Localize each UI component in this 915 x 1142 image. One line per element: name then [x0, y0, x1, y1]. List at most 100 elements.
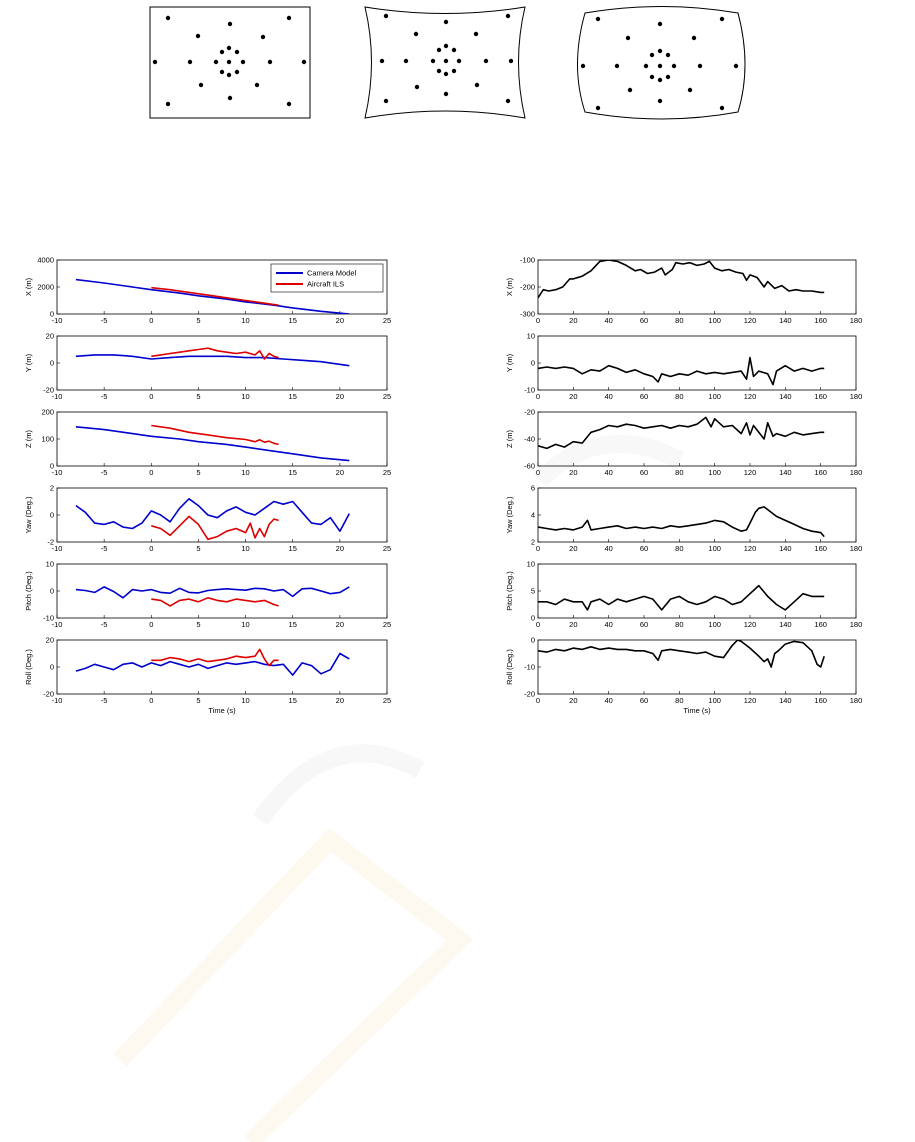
x-tick-label: 25: [383, 392, 391, 401]
x-tick-label: 15: [289, 316, 297, 325]
x-tick-label: 80: [675, 696, 683, 705]
y-tick-label: 5: [531, 587, 535, 596]
y-tick-label: 10: [46, 560, 54, 569]
y-axis-label: Pitch (Deg.): [505, 571, 514, 611]
x-tick-label: -5: [101, 696, 108, 705]
x-tick-label: 10: [241, 468, 249, 477]
series-line: [75, 354, 350, 367]
x-tick-label: -10: [52, 468, 63, 477]
x-tick-label: -5: [101, 392, 108, 401]
x-tick-label: 40: [604, 468, 612, 477]
x-tick-label: 60: [640, 392, 648, 401]
x-tick-label: 10: [241, 392, 249, 401]
x-tick-label: 120: [744, 468, 757, 477]
x-tick-label: 20: [569, 316, 577, 325]
series-line: [75, 497, 351, 533]
x-tick-label: -5: [101, 316, 108, 325]
x-tick-label: 120: [744, 316, 757, 325]
y-tick-label: 0: [50, 359, 54, 368]
chart-panel: 0 20 40 60 80 100 120 140 160 180 -60 -40 -20 Z (m): [505, 408, 862, 478]
series-line: [538, 260, 825, 299]
y-tick-label: 6: [531, 484, 535, 493]
x-tick-label: 60: [640, 696, 648, 705]
y-tick-label: -100: [520, 256, 535, 265]
x-tick-label: 40: [604, 316, 612, 325]
y-tick-label: 200: [41, 408, 54, 417]
series-line: [151, 286, 279, 306]
x-tick-label: 160: [814, 392, 827, 401]
y-tick-label: -10: [524, 663, 535, 672]
x-axis-label: Time (s): [208, 706, 236, 715]
chart-panel: 0 20 40 60 80 100 120 140 160 180 -20 -10 0 Roll (Deg…: [505, 636, 862, 716]
y-axis-label: X (m): [24, 277, 33, 296]
series-line: [538, 506, 825, 538]
series-line: [151, 424, 279, 446]
x-tick-label: 5: [196, 544, 200, 553]
chart-panel: -10 -5 0 5 10 15 20 25 0 2000 4000 X (m) Camera Mode…: [24, 256, 391, 326]
x-tick-label: 25: [383, 696, 391, 705]
series-line: [538, 640, 825, 668]
y-tick-label: 0: [50, 587, 54, 596]
grid-frame-barrel: [577, 6, 746, 120]
x-tick-label: 40: [604, 620, 612, 629]
chart-panel: 0 20 40 60 80 100 120 140 160 180 0 5 10 Pitch (Deg.): [505, 560, 862, 630]
x-tick-label: 0: [149, 620, 153, 629]
series-line: [151, 596, 279, 607]
x-tick-label: 10: [241, 544, 249, 553]
y-axis-label: Roll (Deg.): [505, 649, 514, 685]
plot-area: [537, 259, 857, 315]
y-axis-label: Yaw (Deg.): [24, 496, 33, 533]
x-tick-label: 180: [850, 544, 863, 553]
plot-area: [56, 563, 388, 619]
x-tick-label: 80: [675, 468, 683, 477]
x-tick-label: 140: [779, 392, 792, 401]
x-tick-label: 60: [640, 620, 648, 629]
y-tick-label: 2: [50, 484, 54, 493]
chart-panel: 0 20 40 60 80 100 120 140 160 180 2 4 6 Yaw (Deg.): [505, 484, 862, 554]
y-axis-label: Y (m): [24, 353, 33, 372]
x-tick-label: 120: [744, 696, 757, 705]
y-tick-label: 2000: [37, 283, 54, 292]
x-tick-label: -10: [52, 620, 63, 629]
series-line: [75, 426, 350, 462]
x-tick-label: 20: [569, 696, 577, 705]
x-tick-label: 100: [708, 696, 721, 705]
x-tick-label: 180: [850, 468, 863, 477]
x-tick-label: -5: [101, 468, 108, 477]
series-line: [75, 278, 350, 314]
y-tick-label: -60: [524, 462, 535, 471]
x-tick-label: 20: [336, 620, 344, 629]
plot-area: [537, 639, 857, 695]
legend-box: [270, 263, 384, 293]
x-tick-label: 120: [744, 392, 757, 401]
x-tick-label: 100: [708, 468, 721, 477]
x-tick-label: 180: [850, 696, 863, 705]
grid-dots-barrel: [580, 16, 739, 111]
grid-dots-pincushion: [379, 13, 514, 104]
x-tick-label: 140: [779, 620, 792, 629]
plot-area: [537, 335, 857, 391]
x-tick-label: 0: [536, 696, 540, 705]
x-tick-label: 180: [850, 392, 863, 401]
y-tick-label: -10: [524, 386, 535, 395]
x-tick-label: 80: [675, 316, 683, 325]
y-tick-label: -40: [524, 435, 535, 444]
plot-area: [56, 335, 388, 391]
x-tick-label: 180: [850, 620, 863, 629]
y-axis-label: Pitch (Deg.): [24, 571, 33, 611]
x-tick-label: 5: [196, 316, 200, 325]
y-tick-label: -300: [520, 310, 535, 319]
legend-label: Aircraft ILS: [307, 280, 344, 289]
x-tick-label: 0: [536, 544, 540, 553]
y-axis-label: Roll (Deg.): [24, 649, 33, 685]
y-tick-label: 10: [527, 560, 535, 569]
x-tick-label: 160: [814, 620, 827, 629]
grid-frame-rectangle: [149, 6, 311, 119]
legend: Camera Model Aircraft ILS: [270, 263, 384, 293]
x-tick-label: 0: [149, 696, 153, 705]
x-tick-label: 140: [779, 316, 792, 325]
chart-panel: -10 -5 0 5 10 15 20 25 -20 0 20 Y (m): [24, 332, 391, 402]
y-axis-label: Z (m): [505, 430, 514, 448]
